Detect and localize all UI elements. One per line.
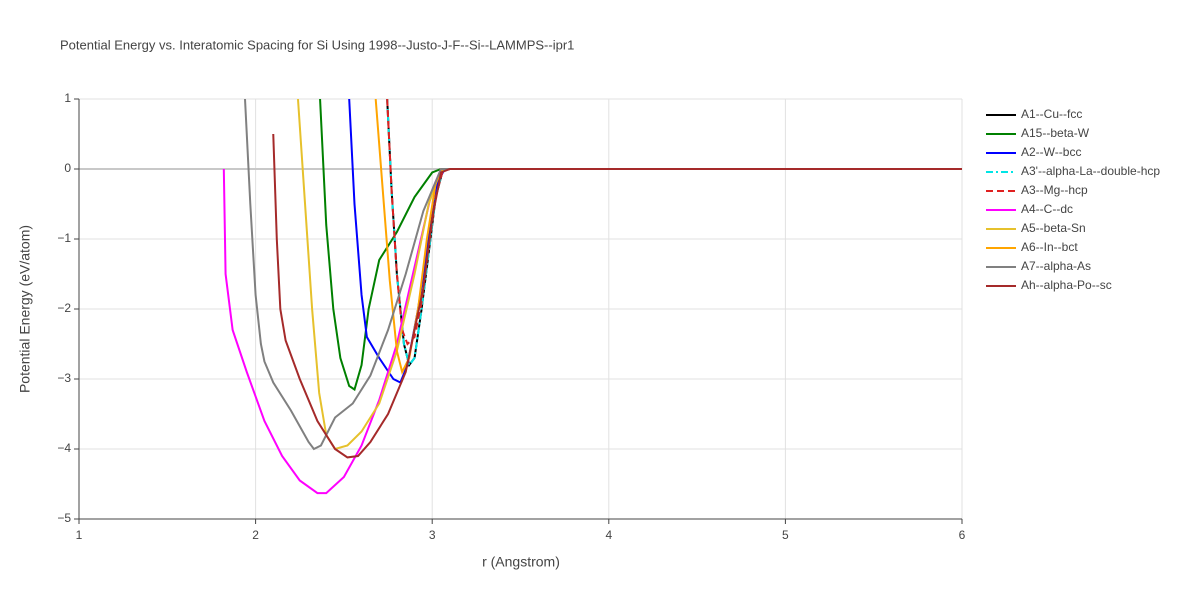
x-tick-label: 1: [76, 528, 83, 542]
legend-label: A15--beta-W: [1021, 126, 1090, 140]
legend-label: Ah--alpha-Po--sc: [1021, 278, 1112, 292]
x-tick-label: 2: [252, 528, 259, 542]
plot-area: [222, 99, 962, 495]
series-line: [272, 133, 962, 459]
y-tick-label: −3: [57, 371, 71, 385]
legend-label: A3'--alpha-La--double-hcp: [1021, 164, 1160, 178]
x-tick-label: 3: [429, 528, 436, 542]
y-tick-label: −4: [57, 441, 71, 455]
series-line: [374, 99, 962, 375]
y-tick-label: −2: [57, 301, 71, 315]
legend-label: A2--W--bcc: [1021, 145, 1081, 159]
legend-label: A1--Cu--fcc: [1021, 107, 1082, 121]
legend-label: A5--beta-Sn: [1021, 221, 1086, 235]
chart-title: Potential Energy vs. Interatomic Spacing…: [60, 37, 574, 52]
series-line: [222, 168, 962, 495]
series-line: [319, 99, 962, 392]
legend-label: A6--In--bct: [1021, 240, 1078, 254]
legend-label: A7--alpha-As: [1021, 259, 1091, 273]
legend-label: A3--Mg--hcp: [1021, 183, 1088, 197]
x-tick-label: 4: [605, 528, 612, 542]
legend-label: A4--C--dc: [1021, 202, 1073, 216]
series-line: [348, 99, 962, 384]
y-axis-title: Potential Energy (eV/atom): [17, 225, 33, 393]
y-tick-label: 1: [64, 91, 71, 105]
x-tick-label: 6: [959, 528, 966, 542]
series-line: [386, 99, 962, 368]
x-axis-title: r (Angstrom): [482, 554, 560, 570]
y-tick-label: −5: [57, 511, 71, 525]
x-tick-label: 5: [782, 528, 789, 542]
series-line: [244, 99, 962, 451]
series-line: [386, 99, 962, 368]
y-tick-label: 0: [64, 161, 71, 175]
series-line: [386, 99, 962, 346]
series-line: [296, 99, 962, 451]
y-tick-label: −1: [57, 231, 71, 245]
